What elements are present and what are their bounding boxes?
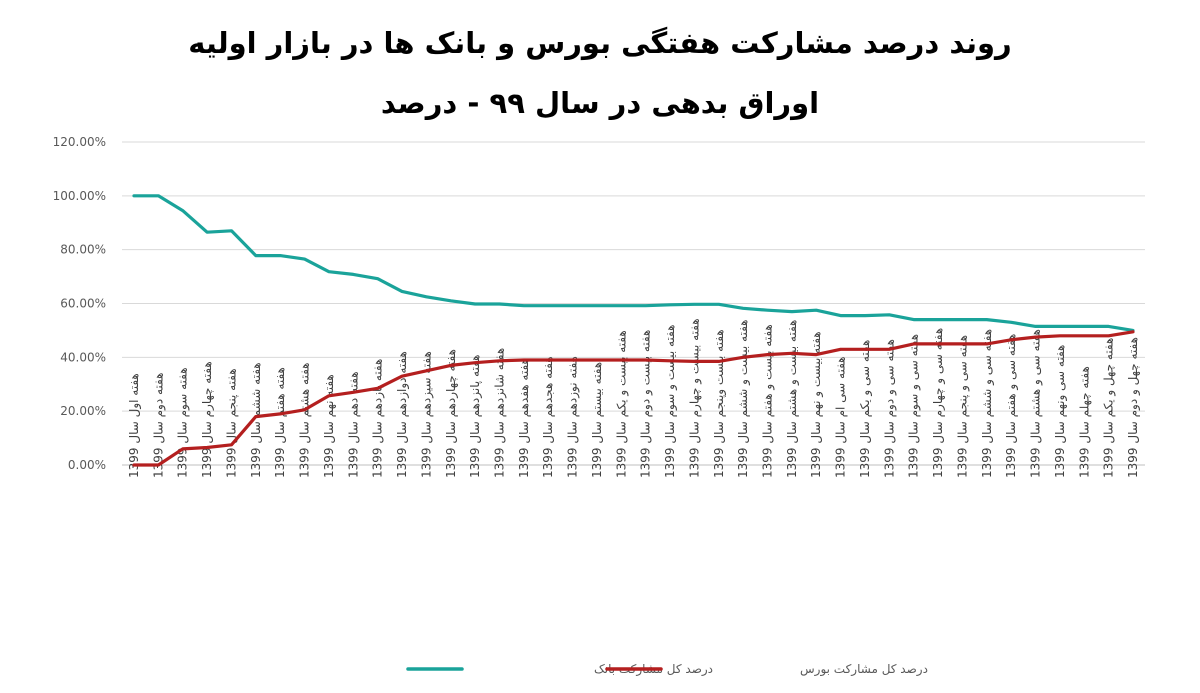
x-tick-label: هفته سی و دوم سال 1399 — [882, 339, 897, 478]
y-tick-label: 80.00% — [60, 243, 106, 257]
x-tick-label: هفته سیزدهم سال 1399 — [419, 351, 434, 478]
x-tick-label: هفته سوم سال 1399 — [176, 367, 191, 478]
x-tick-label: هفته بیستم سال 1399 — [590, 362, 604, 478]
x-tick-label: هفته نوزدهم سال 1399 — [566, 356, 581, 478]
x-tick-label: هفته بیست و هفتم سال 1399 — [761, 324, 776, 478]
y-tick-label: 20.00% — [60, 404, 106, 418]
x-tick-label: هفته چهاردهم سال 1399 — [444, 349, 459, 478]
series-line-bank — [132, 194, 1135, 332]
x-tick-label: هفته چهارم سال 1399 — [200, 361, 215, 478]
series-lines — [132, 194, 1135, 467]
y-axis-tick-labels: 0.00% 20.00% 40.00% 60.00% 80.00% 100.00% 120.… — [53, 135, 106, 472]
x-tick-label: هفته بیست و هشتم سال 1399 — [785, 320, 800, 478]
x-tick-label: هفته بیست و نهم سال 1399 — [809, 331, 824, 478]
x-tick-label: هفته شانزدهم سال 1399 — [492, 348, 507, 478]
x-tick-label: هفته سی و پنجم سال 1399 — [955, 335, 970, 478]
y-tick-label: 60.00% — [60, 297, 106, 311]
x-tick-label: هفته چهل و دوم سال 1399 — [1126, 337, 1141, 478]
x-tick-label: هفته پنجم سال 1399 — [224, 368, 238, 478]
x-tick-label: هفته بیست و ششم سال 1399 — [736, 320, 751, 479]
x-tick-label: هفته سی و چهارم سال 1399 — [931, 328, 946, 478]
x-tick-label: هفته یازدهم سال 1399 — [371, 359, 386, 478]
x-tick-label: هفته چهل و یکم سال 1399 — [1102, 338, 1117, 478]
x-tick-label: هفته سی و یکم سال 1399 — [858, 340, 873, 478]
x-tick-label: هفته هفدهم سال 1399 — [517, 358, 531, 478]
x-tick-label: هفته سی و هشتم سال 1399 — [1029, 329, 1044, 478]
x-tick-label: هفته دهم سال 1399 — [346, 371, 360, 478]
x-tick-label: هفته هشتم سال 1399 — [298, 362, 312, 478]
x-tick-label: هفته سی و ششم سال 1399 — [980, 329, 995, 478]
series-line-bourse — [132, 330, 1135, 467]
y-tick-label: 0.00% — [68, 458, 106, 472]
x-tick-label: هفته بیست و یکم سال 1399 — [614, 330, 629, 478]
x-axis-tick-labels: هفته اول سال 1399 هفته دوم سال 1399 هفته س… — [127, 318, 1141, 478]
x-tick-label: هفته سی ونهم سال 1399 — [1053, 345, 1068, 478]
x-tick-label: هفته سی و هفتم سال 1399 — [1004, 334, 1019, 478]
x-tick-label: هفته بیست و دوم سال 1399 — [639, 330, 654, 478]
y-tick-label: 100.00% — [53, 189, 106, 203]
x-tick-label: هفته نهم سال 1399 — [322, 374, 336, 478]
x-tick-label: هفته بیست وپنجم سال 1399 — [712, 329, 727, 478]
legend-label: درصد کل مشارکت بورس — [800, 662, 928, 677]
x-tick-label: هفته هفتم سال 1399 — [273, 367, 287, 478]
y-tick-label: 120.00% — [53, 135, 106, 149]
y-tick-label: 40.00% — [60, 350, 106, 364]
x-tick-label: هفته ششم سال 1399 — [249, 362, 263, 478]
x-tick-label: هفته دوازدهم سال 1399 — [395, 351, 410, 478]
x-tick-label: هفته اول سال 1399 — [127, 373, 142, 478]
x-tick-label: هفته سی و سوم سال 1399 — [907, 334, 922, 478]
x-tick-label: هفته دوم سال 1399 — [151, 373, 166, 478]
x-tick-label: هفته چهلم سال 1399 — [1077, 366, 1091, 478]
chart-title-line-2: اوراق بدهی در سال ۹۹ - درصد — [380, 86, 820, 120]
x-tick-label: هفته بیست و سوم سال 1399 — [663, 325, 678, 478]
x-tick-label: هفته بیست و چهارم سال 1399 — [687, 318, 702, 478]
chart-title-line-1: روند درصد مشارکت هفتگی بورس و بانک ها در… — [188, 26, 1012, 60]
x-tick-label: هفته هجدهم سال 1399 — [541, 356, 555, 478]
x-tick-label: هفته پانزدهم سال 1399 — [468, 355, 483, 479]
x-tick-label: هفته سی ام سال 1399 — [834, 356, 848, 478]
